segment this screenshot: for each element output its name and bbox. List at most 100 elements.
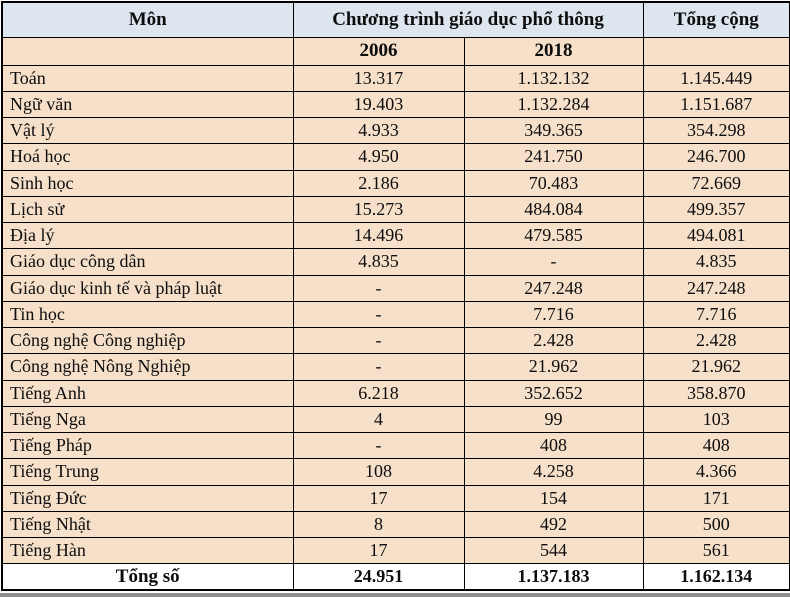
value-2006-cell: 4.835 [292, 248, 465, 276]
table-row: Hoá học 4.950 241.750 246.700 [1, 143, 790, 171]
total-cell: 4.366 [642, 458, 790, 486]
value-2006-cell: 8 [292, 510, 465, 539]
header-program: Chương trình giáo dục phổ thông [292, 1, 644, 38]
subject-cell: Sinh học [1, 169, 294, 197]
subject-cell: Toán [1, 64, 294, 92]
value-2006-cell: - [292, 431, 465, 460]
subject-cell: Tiếng Đức [1, 484, 294, 512]
value-2018-cell: 247.248 [463, 274, 644, 302]
total-cell: 2.428 [642, 326, 790, 355]
table-subheader-row: 2006 2018 [1, 36, 790, 66]
table-row: Lịch sử 15.273 484.084 499.357 [1, 195, 790, 224]
value-2018-cell: - [463, 248, 644, 276]
value-2018-cell: 484.084 [463, 195, 644, 224]
bottom-bar [0, 593, 790, 597]
subject-cell: Lịch sử [1, 195, 294, 224]
total-cell: 408 [642, 431, 790, 460]
table-row: Tiếng Đức 17 154 171 [1, 484, 790, 512]
subject-cell: Công nghệ Công nghiệp [1, 326, 294, 355]
total-cell: 7.716 [642, 300, 790, 329]
value-2018-cell: 1.132.132 [463, 64, 644, 92]
value-2006-cell: 108 [292, 458, 465, 486]
value-2018-cell: 352.652 [463, 379, 644, 407]
subject-cell: Tin học [1, 300, 294, 329]
table-row: Vật lý 4.933 349.365 354.298 [1, 116, 790, 145]
value-2018-cell: 1.132.284 [463, 90, 644, 119]
footer-row: Tổng số 24.951 1.137.183 1.162.134 [1, 563, 790, 591]
value-2018-cell: 544 [463, 536, 644, 565]
total-cell: 171 [642, 484, 790, 512]
footer-label: Tổng số [1, 563, 294, 591]
subject-cell: Tiếng Trung [1, 458, 294, 486]
table-row: Giáo dục kinh tế và pháp luật - 247.248 … [1, 274, 790, 302]
table-row: Giáo dục công dân 4.835 - 4.835 [1, 248, 790, 276]
subject-cell: Địa lý [1, 221, 294, 250]
header-subject: Môn [1, 1, 294, 38]
table-row: Tiếng Nhật 8 492 500 [1, 510, 790, 539]
total-cell: 246.700 [642, 143, 790, 171]
table-row: Tiếng Pháp - 408 408 [1, 431, 790, 460]
value-2006-cell: 4.933 [292, 116, 465, 145]
total-cell: 358.870 [642, 379, 790, 407]
subject-cell: Hoá học [1, 143, 294, 171]
table-row: Tiếng Hàn 17 544 561 [1, 536, 790, 565]
value-2006-cell: 13.317 [292, 64, 465, 92]
value-2018-cell: 479.585 [463, 221, 644, 250]
total-cell: 4.835 [642, 248, 790, 276]
value-2006-cell: - [292, 300, 465, 329]
header-year-2006: 2006 [292, 36, 465, 66]
value-2018-cell: 70.483 [463, 169, 644, 197]
subject-cell: Tiếng Hàn [1, 536, 294, 565]
total-cell: 21.962 [642, 353, 790, 381]
footer-2018-cell: 1.137.183 [463, 563, 644, 591]
table-row: Ngữ văn 19.403 1.132.284 1.151.687 [1, 90, 790, 119]
total-cell: 1.145.449 [642, 64, 790, 92]
total-cell: 354.298 [642, 116, 790, 145]
value-2006-cell: 4.950 [292, 143, 465, 171]
value-2006-cell: - [292, 274, 465, 302]
footer-2006-cell: 24.951 [292, 563, 465, 591]
subject-cell: Tiếng Nhật [1, 510, 294, 539]
table-row: Công nghệ Công nghiệp - 2.428 2.428 [1, 326, 790, 355]
table-row: Toán 13.317 1.132.132 1.145.449 [1, 64, 790, 92]
value-2018-cell: 21.962 [463, 353, 644, 381]
value-2006-cell: 6.218 [292, 379, 465, 407]
table-row: Địa lý 14.496 479.585 494.081 [1, 221, 790, 250]
footer-total-cell: 1.162.134 [642, 563, 790, 591]
total-cell: 561 [642, 536, 790, 565]
table-header-row: Môn Chương trình giáo dục phổ thông Tổng… [1, 1, 790, 38]
total-cell: 499.357 [642, 195, 790, 224]
subject-cell: Vật lý [1, 116, 294, 145]
value-2018-cell: 241.750 [463, 143, 644, 171]
subject-cell: Giáo dục kinh tế và pháp luật [1, 274, 294, 302]
header-total: Tổng cộng [642, 1, 790, 38]
table-row: Sinh học 2.186 70.483 72.669 [1, 169, 790, 197]
subject-cell: Tiếng Anh [1, 379, 294, 407]
subject-cell: Ngữ văn [1, 90, 294, 119]
value-2006-cell: 17 [292, 536, 465, 565]
value-2006-cell: 15.273 [292, 195, 465, 224]
value-2018-cell: 154 [463, 484, 644, 512]
total-cell: 500 [642, 510, 790, 539]
total-cell: 494.081 [642, 221, 790, 250]
value-2018-cell: 4.258 [463, 458, 644, 486]
table-row: Tin học - 7.716 7.716 [1, 300, 790, 329]
total-cell: 247.248 [642, 274, 790, 302]
value-2006-cell: 19.403 [292, 90, 465, 119]
subject-cell: Công nghệ Nông Nghiệp [1, 353, 294, 381]
value-2006-cell: 14.496 [292, 221, 465, 250]
value-2018-cell: 2.428 [463, 326, 644, 355]
total-cell: 1.151.687 [642, 90, 790, 119]
value-2018-cell: 99 [463, 405, 644, 434]
value-2018-cell: 408 [463, 431, 644, 460]
value-2006-cell: 17 [292, 484, 465, 512]
value-2018-cell: 349.365 [463, 116, 644, 145]
table-row: Tiếng Trung 108 4.258 4.366 [1, 458, 790, 486]
value-2006-cell: - [292, 353, 465, 381]
value-2018-cell: 492 [463, 510, 644, 539]
header-year-2018: 2018 [463, 36, 644, 66]
subheader-empty-total [642, 36, 790, 66]
value-2006-cell: - [292, 326, 465, 355]
